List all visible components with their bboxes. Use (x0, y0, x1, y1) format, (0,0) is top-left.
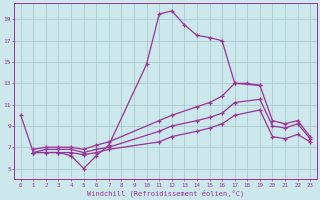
X-axis label: Windchill (Refroidissement éolien,°C): Windchill (Refroidissement éolien,°C) (87, 189, 244, 197)
